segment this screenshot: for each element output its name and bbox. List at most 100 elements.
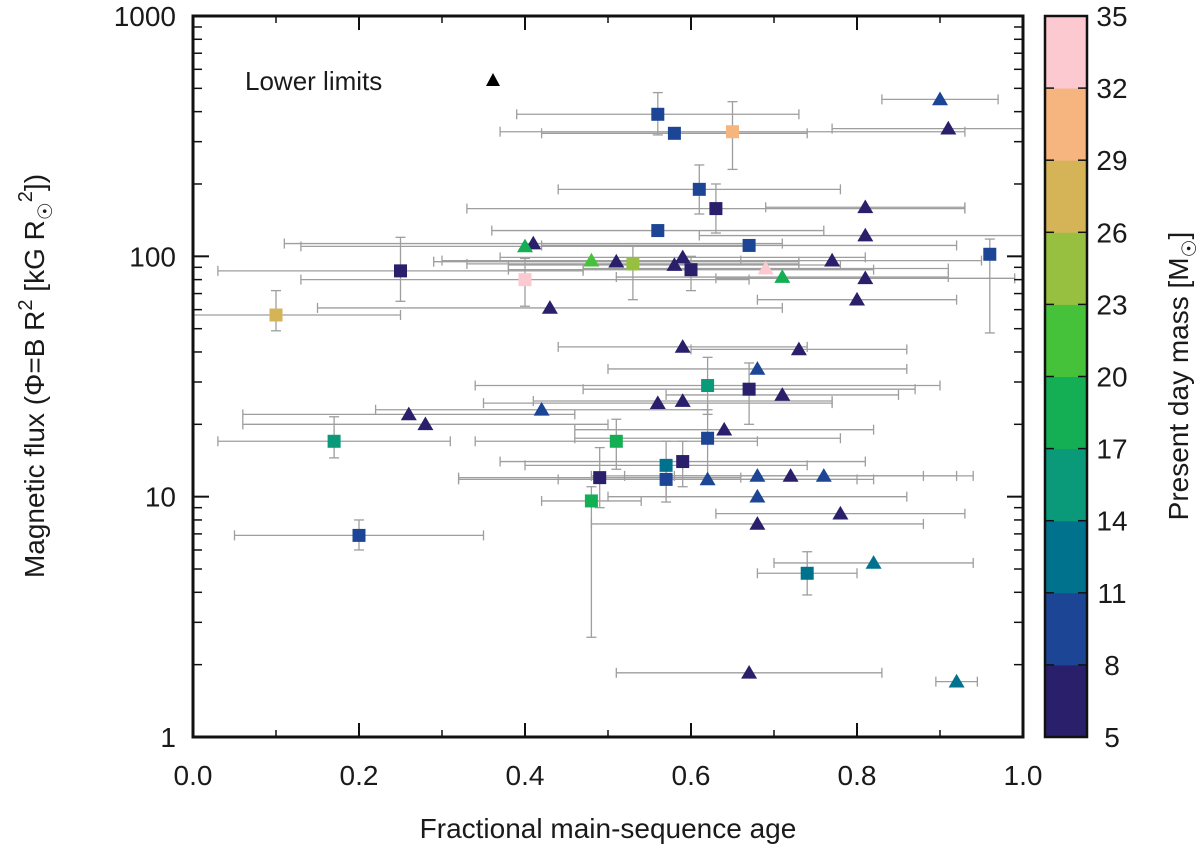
legend-triangle-marker: [486, 73, 500, 86]
triangle-marker: [749, 361, 766, 375]
triangle-marker: [832, 505, 849, 520]
legend: Lower limits: [245, 66, 500, 96]
plot-frame: [191, 14, 1025, 739]
colorbar-tick-label: 8: [1104, 650, 1120, 681]
square-marker: [394, 264, 407, 278]
colorbar-tick-label: 11: [1097, 578, 1126, 609]
colorbar-band: [1045, 664, 1087, 738]
square-marker: [701, 379, 715, 393]
square-marker: [593, 471, 607, 485]
triangle-marker: [774, 387, 791, 401]
square-marker: [709, 202, 723, 216]
x-tick-label: 0.4: [506, 760, 545, 791]
triangle-marker: [857, 227, 874, 242]
triangle-marker: [749, 468, 766, 482]
colorbar-tick-label: 23: [1096, 289, 1127, 320]
triangle-marker: [932, 91, 948, 106]
triangle-marker: [857, 199, 874, 214]
triangle-marker: [533, 401, 550, 416]
legend-label: Lower limits: [245, 66, 382, 96]
square-marker: [692, 182, 706, 196]
y-tick-label: 10: [145, 482, 176, 513]
triangle-marker: [674, 393, 691, 407]
colorbar-ticks: 5 8 11 14 17 20 23 26 29 32 35: [1045, 1, 1128, 753]
triangle-marker: [649, 395, 666, 409]
y-tick-label: 100: [129, 241, 176, 272]
data-markers: [269, 91, 997, 688]
square-marker: [742, 382, 756, 396]
triangle-marker: [517, 238, 533, 253]
triangle-marker: [699, 471, 716, 486]
square-marker: [327, 434, 341, 448]
colorbar-tick-label: 26: [1096, 217, 1127, 248]
colorbar-bands: [1045, 16, 1087, 738]
triangle-marker: [940, 120, 957, 135]
colorbar-band: [1045, 160, 1087, 233]
triangle-marker: [749, 488, 766, 503]
square-marker: [626, 257, 640, 271]
colorbar-tick-label: 17: [1096, 434, 1127, 465]
square-marker: [651, 107, 665, 121]
square-marker: [667, 126, 681, 140]
colorbar: 5 8 11 14 17 20 23 26 29 32 35 Present day mass [M…: [1043, 1, 1200, 753]
square-marker: [742, 238, 756, 252]
triangle-marker: [790, 341, 807, 356]
triangle-marker: [741, 664, 758, 679]
triangle-marker: [774, 269, 791, 283]
y-axis-label: Magnetic flux (Φ=B R2 [kG R☉2]): [15, 174, 57, 578]
colorbar-tick-label: 14: [1096, 506, 1127, 537]
triangle-marker: [757, 260, 774, 275]
x-tick-label: 0.8: [838, 760, 877, 791]
triangle-marker: [865, 555, 882, 569]
colorbar-band: [1045, 16, 1087, 89]
triangle-marker: [824, 252, 841, 267]
x-tick-label: 0.2: [340, 760, 379, 791]
triangle-marker: [400, 406, 417, 421]
colorbar-band: [1045, 520, 1087, 594]
triangle-marker: [674, 339, 691, 353]
triangle-marker: [782, 468, 799, 482]
triangle-marker: [716, 421, 733, 436]
x-tick-label: 0.0: [174, 760, 213, 791]
x-tick-label: 1.0: [1004, 760, 1043, 791]
triangle-marker: [815, 468, 832, 482]
triangle-marker: [541, 300, 558, 314]
square-marker: [651, 224, 665, 238]
square-marker: [676, 455, 690, 469]
colorbar-tick-label: 32: [1096, 73, 1127, 104]
colorbar-band: [1045, 88, 1087, 161]
y-tick-label: 1000: [114, 1, 176, 32]
square-marker: [518, 273, 532, 287]
square-marker: [609, 434, 623, 448]
colorbar-tick-label: 5: [1104, 722, 1120, 753]
triangle-marker: [849, 291, 865, 306]
error-bars: [192, 91, 1024, 687]
square-marker: [269, 308, 283, 322]
colorbar-label: Present day mass [M☉]: [1163, 232, 1200, 521]
triangle-marker: [417, 416, 434, 431]
colorbar-band: [1045, 232, 1087, 305]
triangle-marker: [674, 249, 691, 264]
square-marker: [684, 263, 698, 277]
axis-ticks: 0.0 0.2 0.4 0.6 0.8 1.0 1 10 100 1000: [114, 1, 1043, 791]
triangle-marker: [749, 516, 766, 530]
colorbar-band: [1045, 592, 1087, 666]
square-marker: [701, 431, 715, 445]
square-marker: [800, 566, 814, 580]
triangle-marker: [608, 253, 625, 268]
colorbar-tick-label: 29: [1096, 145, 1127, 176]
colorbar-band: [1045, 448, 1087, 522]
square-marker: [584, 494, 598, 508]
triangle-marker: [948, 673, 965, 688]
colorbar-tick-label: 20: [1096, 362, 1127, 393]
colorbar-band: [1045, 376, 1087, 450]
colorbar-tick-label: 35: [1096, 1, 1127, 32]
triangle-marker: [583, 252, 600, 267]
colorbar-band: [1045, 304, 1087, 377]
square-marker: [659, 472, 673, 486]
square-marker: [659, 458, 673, 472]
square-marker: [726, 125, 739, 139]
triangle-marker: [666, 257, 683, 271]
x-tick-label: 0.6: [672, 760, 711, 791]
